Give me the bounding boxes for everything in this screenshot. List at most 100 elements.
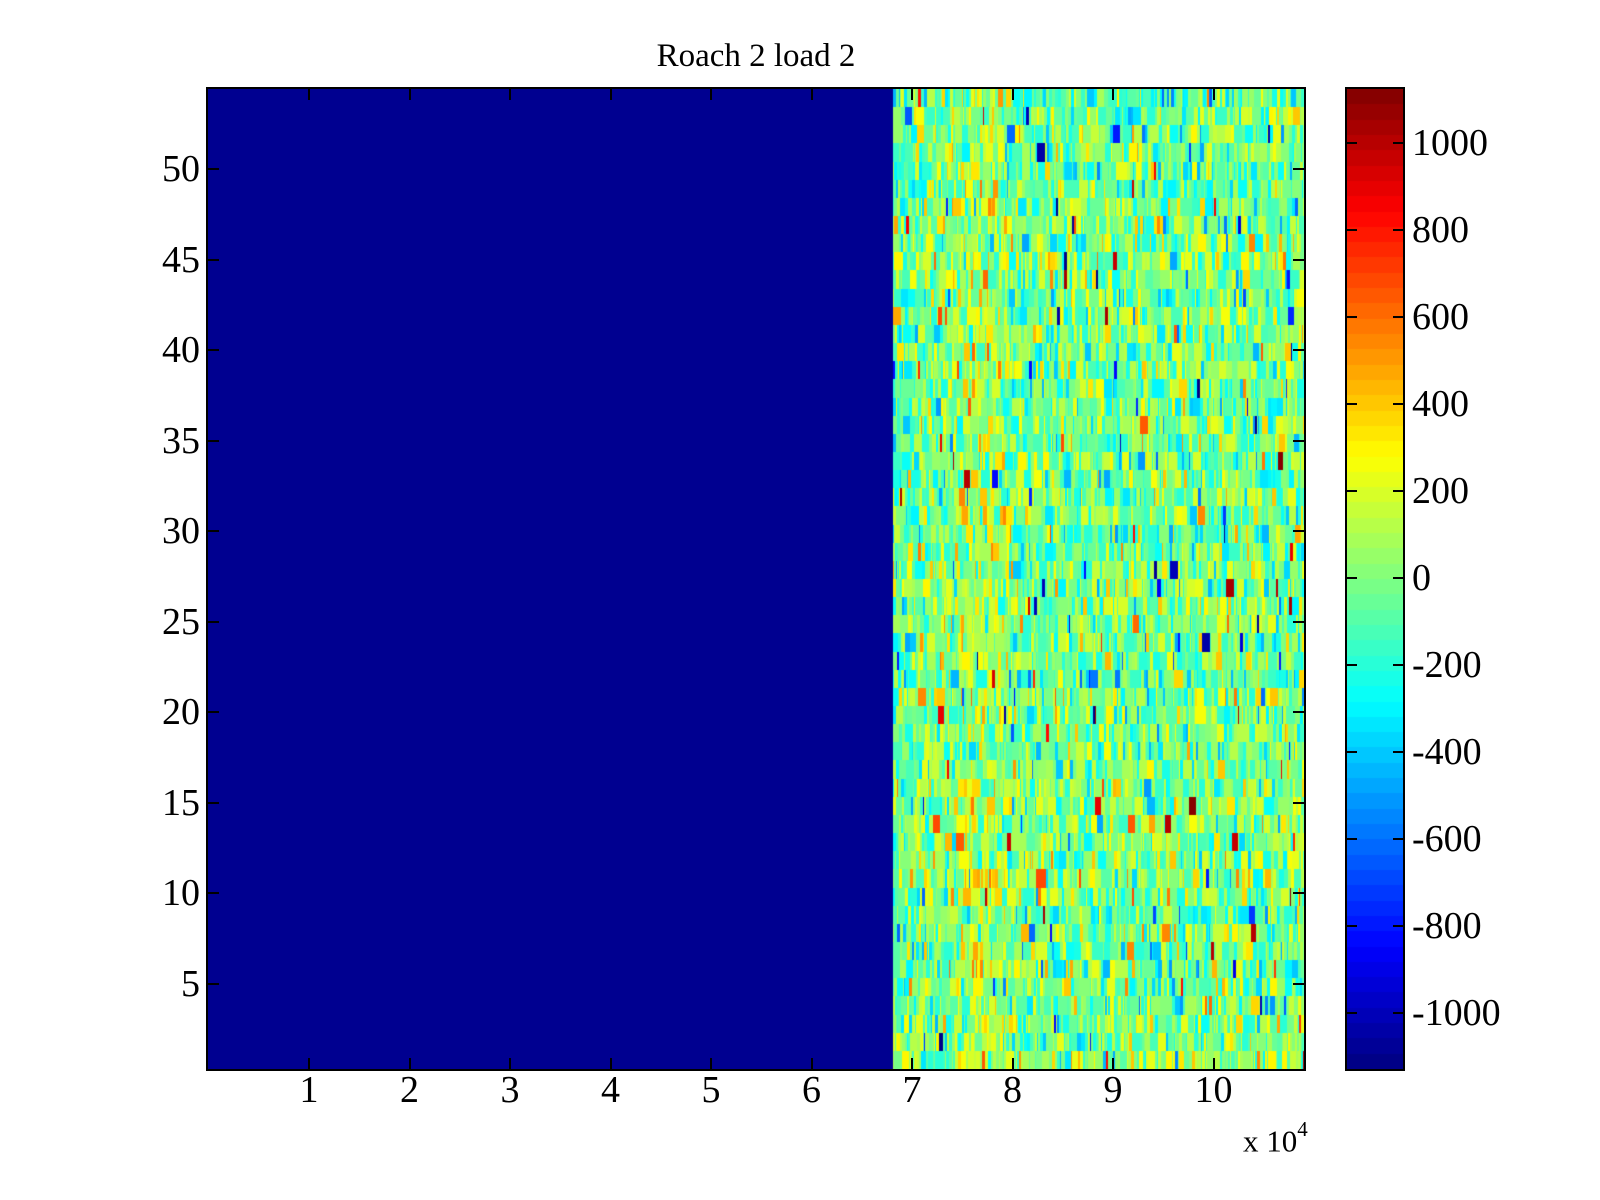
colorbar-tick-label: 600 [1412,296,1469,339]
colorbar-tick-mark [1393,576,1403,579]
x-tick-mark [1212,89,1215,100]
y-tick-mark [208,530,219,532]
y-tick-mark [208,892,219,894]
x-tick-mark [911,89,913,100]
y-tick-label: 50 [162,148,200,190]
colorbar-tick-mark [1347,403,1357,406]
y-tick-label: 10 [162,872,200,914]
colorbar-tick-mark [1347,1011,1357,1014]
y-tick-mark [208,620,219,623]
x-tick-label: 4 [601,1069,620,1111]
x-tick-mark [1011,1058,1014,1069]
x-tick-label: 10 [1194,1069,1233,1111]
y-tick-mark [208,982,219,985]
x-tick-mark [810,89,813,100]
y-tick-mark [1293,349,1304,351]
y-tick-label: 40 [162,329,200,371]
y-tick-mark [1293,801,1304,804]
colorbar-tick-mark [1347,142,1357,145]
x-tick-mark [609,1058,612,1069]
x-tick-mark [308,1058,310,1069]
colorbar-tick-mark [1347,489,1357,492]
x-tick-mark [911,1058,913,1069]
x-tick-mark [1112,89,1114,100]
y-tick-label: 5 [181,962,200,1005]
chart-title: Roach 2 load 2 [656,38,856,74]
x-tick-label: 6 [802,1069,821,1111]
colorbar-tick-mark [1393,229,1403,232]
y-tick-mark [208,801,219,804]
x-tick-mark [1112,1058,1114,1069]
x-tick-mark [408,89,411,100]
colorbar-tick-mark [1347,316,1357,319]
y-tick-mark [208,711,219,713]
colorbar-tick-mark [1393,924,1403,927]
x-tick-mark [509,1058,511,1069]
x-tick-label: 7 [902,1069,922,1111]
x-tick-mark [509,89,511,100]
y-tick-label: 30 [162,510,200,552]
y-tick-mark [1293,168,1304,170]
y-tick-label: 15 [162,781,200,824]
y-tick-mark [1293,620,1304,623]
x-tick-label: 5 [701,1069,721,1111]
colorbar-tick-label: 1000 [1412,122,1488,165]
colorbar-tick-mark [1347,837,1357,840]
y-tick-mark [208,258,219,261]
y-tick-mark [208,349,219,351]
x-tick-mark [1011,89,1014,100]
y-tick-mark [1293,892,1304,894]
colorbar-tick-mark [1347,750,1357,753]
x-axis-multiplier: x 104 [1243,1116,1308,1158]
colorbar-tick-mark [1393,403,1403,406]
colorbar-tick-label: -600 [1412,817,1482,860]
y-tick-mark [208,439,219,442]
colorbar-tick-mark [1393,1011,1403,1014]
colorbar-tick-label: -200 [1412,643,1482,686]
y-tick-label: 45 [162,238,200,281]
y-tick-mark [1293,439,1304,442]
y-tick-mark [1293,982,1304,985]
colorbar-tick-label: 0 [1412,556,1431,599]
colorbar-tick-mark [1393,489,1403,492]
y-tick-mark [1293,530,1304,532]
x-tick-label: 2 [400,1069,419,1111]
heatmap-plot-area [206,87,1306,1071]
colorbar-tick-mark [1347,576,1357,579]
x-tick-label: 9 [1103,1069,1123,1111]
x-tick-mark [1212,1058,1215,1069]
x-tick-label: 3 [500,1069,520,1111]
x-tick-mark [710,1058,712,1069]
heatmap-canvas [208,89,1304,1069]
colorbar-tick-mark [1393,316,1403,319]
y-tick-label: 20 [162,691,200,733]
x-tick-mark [308,89,310,100]
colorbar-tick-label: 200 [1412,469,1469,512]
colorbar-tick-mark [1393,142,1403,145]
colorbar-tick-mark [1393,663,1403,666]
y-tick-label: 35 [162,419,200,462]
x-tick-mark [810,1058,813,1069]
x-tick-label: 1 [299,1069,319,1111]
colorbar-tick-mark [1347,924,1357,927]
colorbar-tick-mark [1347,663,1357,666]
colorbar-tick-label: 800 [1412,209,1469,252]
y-tick-label: 25 [162,600,200,643]
colorbar-canvas [1347,89,1403,1069]
x-tick-mark [609,89,612,100]
colorbar-tick-label: -1000 [1412,991,1501,1034]
x-axis-multiplier-exponent: 4 [1297,1117,1308,1141]
x-tick-label: 8 [1003,1069,1022,1111]
y-tick-mark [1293,711,1304,713]
colorbar-tick-mark [1393,837,1403,840]
colorbar-tick-mark [1393,750,1403,753]
colorbar-tick-mark [1347,229,1357,232]
colorbar-tick-label: -800 [1412,904,1482,947]
colorbar [1345,87,1405,1071]
y-tick-mark [208,168,219,170]
y-tick-mark [1293,258,1304,261]
colorbar-tick-label: 400 [1412,383,1469,426]
x-tick-mark [710,89,712,100]
x-axis-multiplier-base: x 10 [1243,1123,1298,1159]
x-tick-mark [408,1058,411,1069]
